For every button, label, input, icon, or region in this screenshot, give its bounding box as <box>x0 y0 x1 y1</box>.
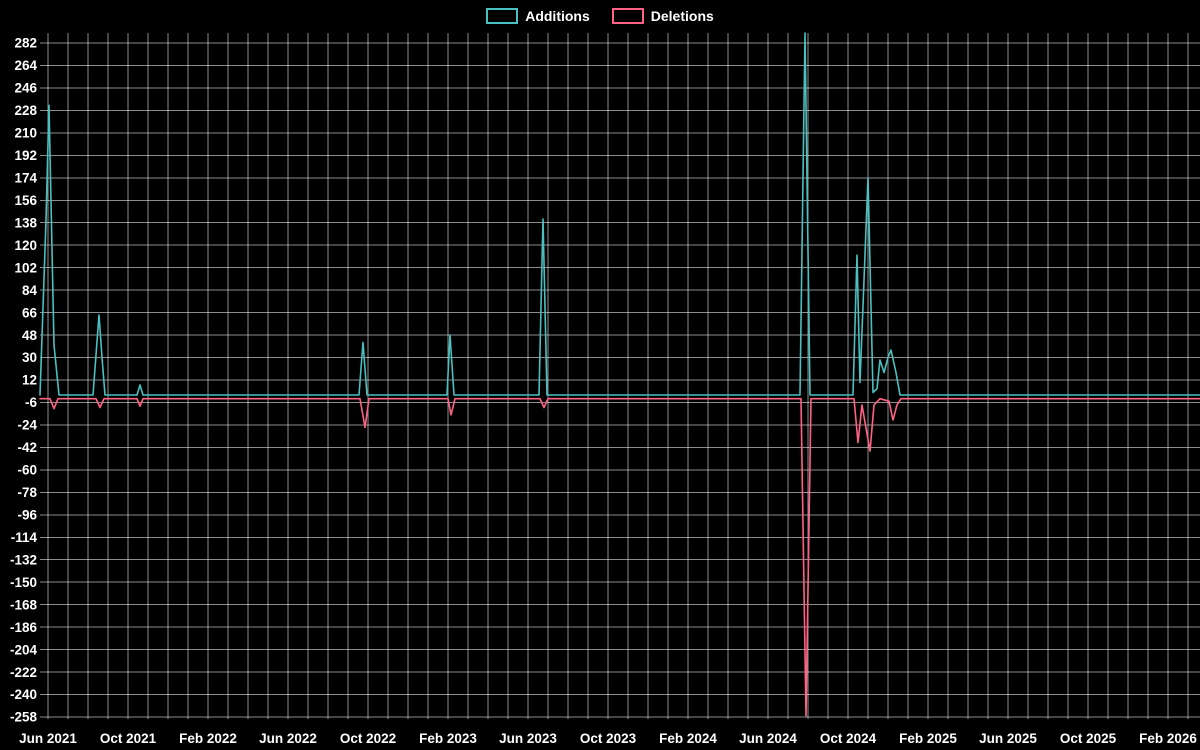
y-tick-label: -60 <box>17 463 37 478</box>
y-tick-label: 48 <box>22 328 38 343</box>
y-tick-label: 30 <box>22 350 37 365</box>
legend-item-additions[interactable]: Additions <box>486 8 590 24</box>
x-tick-label: Feb 2026 <box>1139 731 1197 746</box>
x-tick-label: Feb 2023 <box>419 731 477 746</box>
x-tick-label: Feb 2022 <box>179 731 237 746</box>
y-tick-label: 192 <box>14 148 37 163</box>
x-tick-label: Oct 2022 <box>340 731 396 746</box>
chart-legend: Additions Deletions <box>0 8 1200 24</box>
legend-label-additions: Additions <box>525 8 590 24</box>
y-tick-label: -258 <box>10 710 38 725</box>
y-tick-label: 210 <box>14 126 37 141</box>
y-tick-label: -96 <box>17 508 37 523</box>
y-tick-label: 156 <box>14 193 37 208</box>
y-axis-tick-labels: 282 264 246 228 210 192 174 156 138 120 102 84 66 48 3… <box>10 36 38 725</box>
x-tick-label: Jun 2025 <box>979 731 1037 746</box>
x-tick-label: Oct 2021 <box>100 731 157 746</box>
y-tick-label: 228 <box>14 103 37 118</box>
y-tick-label: 66 <box>22 305 38 320</box>
y-tick-label: -222 <box>10 665 37 680</box>
additions-swatch-icon <box>486 8 519 24</box>
y-tick-label: -114 <box>11 530 38 545</box>
x-tick-label: Oct 2023 <box>580 731 637 746</box>
y-tick-label: 264 <box>14 58 37 73</box>
y-tick-label: -240 <box>10 687 37 702</box>
y-tick-label: -24 <box>17 418 37 433</box>
x-tick-label: Oct 2024 <box>820 731 877 746</box>
x-tick-label: Feb 2024 <box>659 731 717 746</box>
x-tick-label: Jun 2024 <box>739 731 797 746</box>
y-tick-label: 174 <box>14 171 37 186</box>
x-tick-label: Feb 2025 <box>899 731 957 746</box>
y-tick-label: -168 <box>10 597 38 612</box>
y-tick-label: 138 <box>14 215 37 230</box>
deletions-swatch-icon <box>611 8 644 24</box>
x-axis-tick-labels: Jun 2021 Oct 2021 Feb 2022 Jun 2022 Oct 2022… <box>19 731 1197 746</box>
y-tick-label: -132 <box>10 552 37 567</box>
x-tick-label: Jun 2022 <box>259 731 317 746</box>
grid-lines <box>40 33 1200 719</box>
y-tick-label: 102 <box>14 260 37 275</box>
y-tick-label: -6 <box>25 395 37 410</box>
x-tick-label: Jun 2021 <box>19 731 77 746</box>
y-tick-label: 282 <box>14 36 37 51</box>
legend-item-deletions[interactable]: Deletions <box>611 8 714 24</box>
y-tick-label: 12 <box>22 373 37 388</box>
y-tick-label: -204 <box>10 642 38 657</box>
x-tick-label: Oct 2025 <box>1060 731 1117 746</box>
y-tick-label: 246 <box>14 81 37 96</box>
legend-label-deletions: Deletions <box>650 8 714 24</box>
x-tick-label: Jun 2023 <box>499 731 557 746</box>
series-line-additions <box>39 32 1200 396</box>
y-tick-label: -78 <box>17 485 37 500</box>
y-tick-label: -42 <box>17 440 37 455</box>
y-tick-label: 120 <box>14 238 37 253</box>
series-line-deletions <box>39 397 1200 717</box>
y-tick-label: -186 <box>10 620 38 635</box>
y-tick-label: -150 <box>10 575 37 590</box>
y-tick-label: 84 <box>22 283 38 298</box>
